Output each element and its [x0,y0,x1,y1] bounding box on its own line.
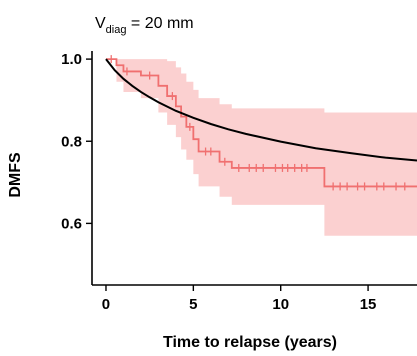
x-tick-label: 15 [360,296,377,313]
x-tick-label: 10 [272,296,289,313]
chart-title: Vdiag = 20 mm [95,15,194,36]
x-tick-label: 0 [102,296,110,313]
x-tick-label: 5 [189,296,197,313]
model-curve [105,58,417,162]
x-ticks: 0 5 10 15 [102,285,377,313]
y-tick-label: 0.6 [61,215,82,232]
chart-title-prefix: V [95,15,106,32]
km-step-line [105,58,417,188]
censor-marks [110,55,406,191]
chart-title-suffix: = 20 mm [126,15,193,32]
y-tick-label: 1.0 [61,51,82,68]
y-tick-label: 0.8 [61,133,82,150]
y-axis-title: DMFS [7,152,24,198]
x-axis-title: Time to relapse (years) [163,334,337,351]
confidence-band [105,59,417,236]
chart-title-subscript: diag [106,24,127,36]
plot-area [105,55,417,236]
y-ticks: 0.6 0.8 1.0 [61,51,92,232]
